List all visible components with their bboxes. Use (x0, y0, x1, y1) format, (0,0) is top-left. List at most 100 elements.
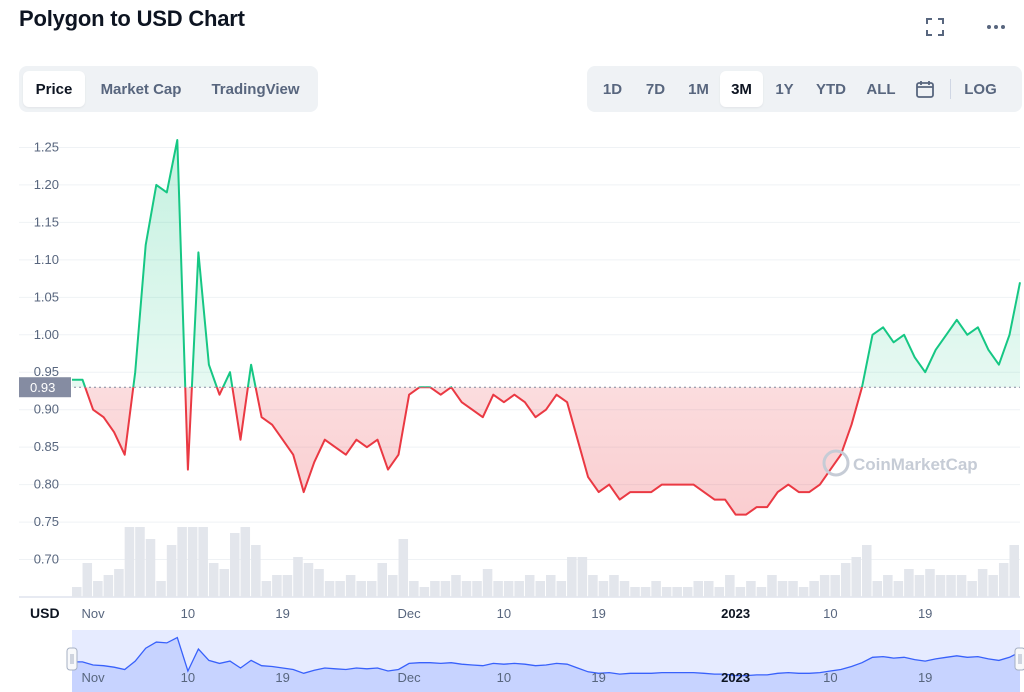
volume-bar (145, 539, 156, 597)
volume-bar (672, 587, 682, 597)
navigator-handle-left[interactable] (66, 647, 78, 671)
x-tick-label: 19 (918, 606, 932, 621)
price-line (72, 139, 1021, 516)
y-tick-label: 1.20 (34, 177, 59, 192)
y-tick-label: 1.25 (34, 139, 59, 154)
volume-bar (103, 575, 114, 597)
navigator-area (72, 637, 1020, 692)
watermark-logo (822, 449, 850, 477)
navigator-handle-right[interactable] (1014, 647, 1024, 671)
volume-bar (324, 581, 335, 597)
y-tick-label: 1.15 (34, 214, 59, 229)
line-up (72, 139, 1021, 388)
volume-bar (187, 527, 198, 597)
volume-bars (72, 527, 1019, 597)
volume-bar (682, 587, 693, 597)
volume-bar (862, 545, 872, 597)
y-tick-label: 0.95 (34, 364, 59, 379)
range-ytd[interactable]: YTD (816, 80, 846, 98)
volume-bar (904, 569, 914, 597)
y-tick-label: 0.90 (34, 402, 59, 417)
volume-bar (977, 569, 988, 597)
volume-bar (756, 587, 767, 597)
x-axis: USD Nov 10 19 Dec 10 19 2023 10 19 (30, 605, 932, 621)
volume-bar (93, 581, 103, 597)
navigator: Nov 10 19 Dec 10 19 2023 10 19 (66, 630, 1024, 692)
volume-bar (419, 587, 430, 597)
y-tick-label: 0.70 (34, 552, 59, 567)
navigator-tick-label: 10 (497, 670, 511, 685)
volume-bar (883, 575, 893, 597)
volume-bar (240, 527, 251, 597)
watermark-text: CoinMarketCap (853, 455, 978, 474)
y-tick-label: 1.05 (34, 289, 59, 304)
current-price-box (19, 377, 71, 398)
volume-bar (135, 527, 145, 597)
chart-type-tabs: Price Market Cap TradingView (19, 66, 318, 112)
volume-bar (651, 581, 661, 597)
calendar-icon-glyph (916, 81, 934, 98)
tab-tradingview[interactable]: TradingView (211, 80, 300, 98)
volume-bar (809, 581, 819, 597)
volume-bar (198, 527, 208, 597)
volume-bar (451, 575, 461, 597)
volume-bar (261, 581, 272, 597)
range-1y[interactable]: 1Y (775, 80, 794, 98)
volume-bar (819, 575, 830, 597)
volume-bar (430, 581, 440, 597)
current-price-label: 0.93 (30, 380, 55, 395)
navigator-line (72, 636, 1021, 677)
volume-bar (482, 569, 493, 597)
navigator-tick-label: 19 (918, 670, 932, 685)
log-toggle[interactable]: LOG (964, 80, 997, 98)
x-tick-label: 10 (497, 606, 511, 621)
x-tick-label: 10 (823, 606, 837, 621)
calendar-icon[interactable] (906, 71, 944, 107)
volume-bar (746, 581, 756, 597)
x-tick-label: 10 (181, 606, 195, 621)
volume-bar (619, 581, 630, 597)
range-1d[interactable]: 1D (602, 80, 623, 98)
x-tick-label: 19 (591, 606, 605, 621)
volume-bar (598, 581, 609, 597)
volume-bar (251, 545, 261, 597)
volume-bar (208, 563, 219, 597)
volume-bar (303, 563, 314, 597)
volume-bar (840, 563, 851, 597)
navigator-tick-label: 2023 (721, 670, 750, 685)
range-1m[interactable]: 1M (688, 80, 709, 98)
tab-market-cap[interactable]: Market Cap (100, 80, 182, 98)
page-title: Polygon to USD Chart (19, 6, 245, 31)
more-icon[interactable] (983, 14, 1009, 40)
volume-bar (567, 557, 577, 597)
volume-bar (767, 575, 777, 597)
volume-bar (640, 587, 651, 597)
currency-label: USD (30, 605, 60, 621)
range-tabs: 1D 7D 1M 3M 1Y YTD ALL LOG (587, 66, 1022, 112)
navigator-tick-label: 19 (591, 670, 605, 685)
tab-price[interactable]: Price (23, 71, 85, 107)
range-all[interactable]: ALL (866, 80, 896, 98)
volume-bar (830, 575, 840, 597)
volume-bar (366, 581, 377, 597)
volume-bar (345, 575, 356, 597)
volume-bar (472, 581, 482, 597)
volume-bar (335, 581, 345, 597)
volume-bar (577, 557, 588, 597)
navigator-tick-label: 10 (181, 670, 195, 685)
volume-bar (851, 557, 861, 597)
volume-bar (409, 581, 419, 597)
y-tick-label: 1.10 (34, 252, 59, 267)
fullscreen-icon[interactable] (922, 14, 948, 40)
range-7d[interactable]: 7D (645, 80, 666, 98)
volume-bar (693, 581, 703, 597)
volume-bar (893, 581, 904, 597)
volume-bar (725, 575, 735, 597)
navigator-tick-label: 10 (823, 670, 837, 685)
line-down (84, 387, 864, 516)
volume-bar (588, 575, 598, 597)
volume-bar (714, 587, 725, 597)
range-3m[interactable]: 3M (720, 71, 763, 107)
volume-bar (609, 575, 619, 597)
